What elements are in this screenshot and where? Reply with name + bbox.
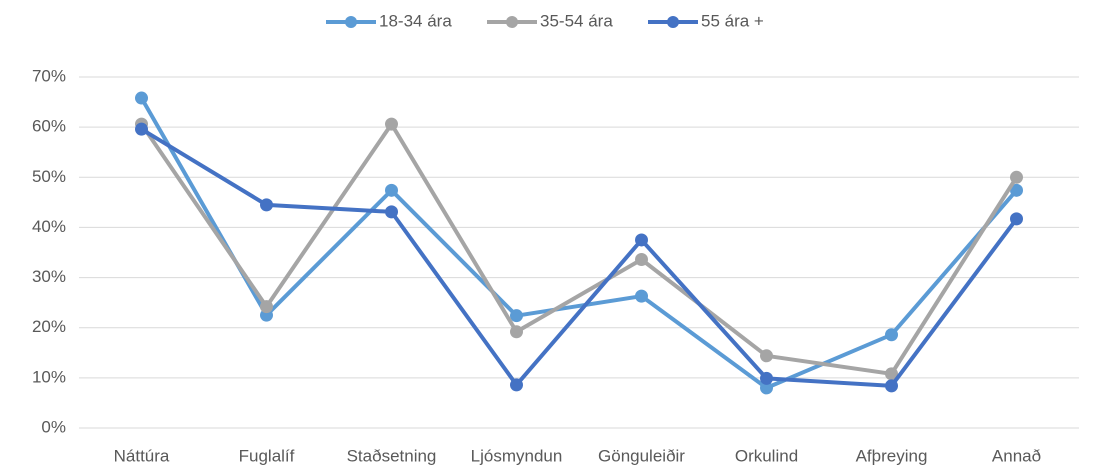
data-point [385, 117, 398, 131]
series-line [139, 122, 1019, 376]
data-point [760, 371, 773, 385]
x-tick-label: Afþreying [856, 446, 928, 465]
data-point [885, 379, 898, 393]
data-point [760, 349, 773, 363]
data-point [135, 122, 148, 136]
data-point [885, 367, 898, 381]
y-tick-label: 40% [32, 217, 66, 236]
y-tick-label: 10% [32, 367, 66, 386]
legend-marker [345, 16, 357, 28]
legend-label: 35-54 ára [540, 11, 613, 30]
y-tick-label: 0% [41, 417, 66, 436]
data-point [385, 205, 398, 219]
data-point [760, 381, 773, 395]
data-point [635, 253, 648, 267]
data-point [1010, 212, 1023, 226]
data-point [1010, 183, 1023, 197]
series-line [140, 127, 1019, 388]
data-point [510, 309, 523, 323]
y-tick-label: 30% [32, 267, 66, 286]
y-tick-label: 50% [32, 167, 66, 186]
x-tick-label: Ljósmyndun [471, 446, 563, 465]
y-tick-label: 70% [32, 66, 66, 85]
x-tick-label: Annað [992, 446, 1041, 465]
data-point [635, 289, 648, 303]
y-tick-label: 20% [32, 317, 66, 336]
data-point [635, 233, 648, 247]
legend-label: 18-34 ára [379, 11, 452, 30]
x-tick-label: Staðsetning [347, 446, 437, 465]
legend-label: 55 ára + [701, 11, 764, 30]
x-tick-label: Fuglalíf [239, 446, 295, 465]
legend-marker [506, 16, 518, 28]
series-line [139, 97, 1019, 390]
legend-marker [667, 16, 679, 28]
data-point [1010, 170, 1023, 184]
data-point [260, 300, 273, 314]
y-tick-label: 60% [32, 117, 66, 136]
x-tick-label: Gönguleiðir [598, 446, 685, 465]
data-point [135, 91, 148, 105]
data-point [510, 378, 523, 392]
data-point [260, 198, 273, 212]
x-tick-label: Náttúra [114, 446, 170, 465]
data-point [885, 328, 898, 342]
data-point [385, 183, 398, 197]
x-tick-label: Orkulind [735, 446, 798, 465]
data-point [510, 325, 523, 339]
